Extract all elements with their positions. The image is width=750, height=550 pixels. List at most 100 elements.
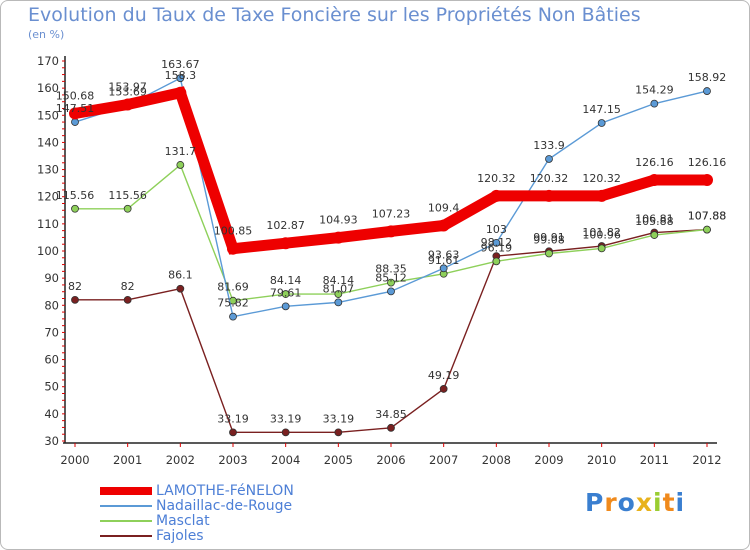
data-point [176, 284, 185, 293]
data-point [281, 290, 290, 298]
data-label: 91.61 [428, 254, 460, 267]
data-label: 126.16 [688, 156, 727, 169]
data-point [439, 385, 448, 393]
data-label: 158.3 [165, 69, 197, 82]
data-label: 33.19 [270, 412, 302, 425]
data-point [543, 189, 555, 202]
data-point [490, 189, 503, 202]
data-point [334, 290, 343, 298]
data-label: 86.1 [168, 269, 193, 282]
data-label: 34.85 [375, 408, 407, 421]
data-point [227, 242, 239, 255]
data-label: 49.19 [428, 369, 460, 382]
data-label: 93.63 [428, 248, 460, 261]
data-label: 131.7 [165, 145, 197, 158]
data-point [387, 287, 395, 296]
x-tick-label: 2010 [587, 453, 616, 467]
y-tick-label: 90 [44, 271, 59, 285]
y-tick-label: 70 [44, 325, 59, 339]
data-label: 154.29 [635, 84, 674, 97]
data-point [123, 204, 132, 213]
data-label: 84.14 [323, 274, 355, 287]
x-tick-label: 2007 [429, 453, 458, 467]
data-point [545, 155, 553, 163]
data-label: 153.97 [108, 81, 147, 94]
data-point [121, 98, 134, 111]
data-label: 84.14 [270, 274, 302, 287]
data-point [492, 257, 501, 266]
data-label: 147.51 [56, 102, 95, 115]
data-label: 82 [121, 280, 135, 293]
y-tick-label: 60 [44, 353, 59, 367]
data-point [281, 302, 290, 311]
data-label: 75.82 [217, 297, 249, 310]
y-tick-label: 160 [37, 81, 59, 95]
data-label: 103 [486, 223, 507, 236]
data-point [545, 249, 553, 258]
y-tick-label: 40 [44, 407, 59, 421]
data-point [703, 87, 711, 95]
x-tick-label: 2012 [692, 453, 721, 467]
legend-swatch-fajoles [100, 535, 152, 537]
chart-subtitle: (en %) [28, 28, 65, 41]
y-tick-label: 80 [44, 298, 59, 312]
data-point [176, 161, 185, 169]
data-label: 147.15 [582, 103, 621, 116]
data-label: 82 [68, 280, 82, 293]
data-label: 106.81 [635, 213, 674, 226]
data-label: 85.12 [375, 271, 407, 284]
data-label: 107.23 [372, 207, 411, 220]
x-tick-label: 2002 [166, 453, 195, 467]
legend-label: Fajoles [156, 528, 204, 544]
x-tick-label: 2005 [324, 453, 353, 467]
data-label: 120.32 [530, 172, 569, 185]
data-label: 107.88 [688, 210, 727, 223]
data-label: 158.92 [688, 71, 727, 84]
data-point [597, 119, 606, 127]
data-point [387, 278, 395, 287]
data-label: 100.96 [582, 228, 621, 241]
x-tick-label: 2000 [60, 453, 89, 467]
data-label: 79.61 [270, 286, 302, 299]
data-label: 88.35 [375, 263, 407, 276]
data-label: 96.19 [481, 241, 513, 254]
chart-title: Evolution du Taux de Taxe Foncière sur l… [28, 4, 641, 26]
x-tick-label: 2004 [271, 453, 300, 467]
data-point [332, 231, 345, 244]
proxiti-logo: Proxiti [585, 488, 685, 517]
line-chart: 30 40 50 60 70 80 90 100 110 120 130 140 150 160 170 20… [37, 54, 727, 467]
data-point [71, 118, 79, 126]
logo-letter: r [604, 488, 618, 517]
y-tick-label: 130 [37, 163, 59, 177]
data-point [176, 74, 185, 83]
data-point [650, 99, 659, 108]
data-point [229, 312, 237, 321]
y-tick-label: 120 [37, 190, 59, 204]
data-point [281, 428, 290, 437]
legend-label: LAMOTHE-FéNELON [156, 483, 294, 499]
y-tick-label: 100 [37, 244, 59, 258]
data-point [69, 107, 81, 120]
data-point [648, 173, 661, 186]
data-label: 107.88 [688, 210, 727, 223]
x-tick-label: 2001 [113, 453, 142, 467]
logo-letter: P [585, 488, 605, 517]
x-tick-label: 2008 [482, 453, 511, 467]
x-tick-label: 2009 [534, 453, 563, 467]
data-label: 98.12 [481, 236, 513, 249]
data-point [385, 225, 397, 238]
y-tick-label: 150 [37, 108, 59, 122]
data-label: 153.69 [108, 85, 147, 98]
logo-letter: i [653, 488, 663, 517]
data-point [71, 204, 79, 213]
data-label: 150.68 [56, 89, 95, 102]
data-point [597, 244, 606, 253]
data-label: 163.67 [161, 58, 200, 71]
legend-swatch-masclat [100, 520, 152, 522]
data-point [387, 423, 395, 432]
data-point [650, 231, 659, 239]
data-point [701, 173, 713, 186]
data-point [492, 238, 501, 247]
x-tick-label: 2003 [218, 453, 247, 467]
data-label: 99.91 [533, 231, 565, 244]
